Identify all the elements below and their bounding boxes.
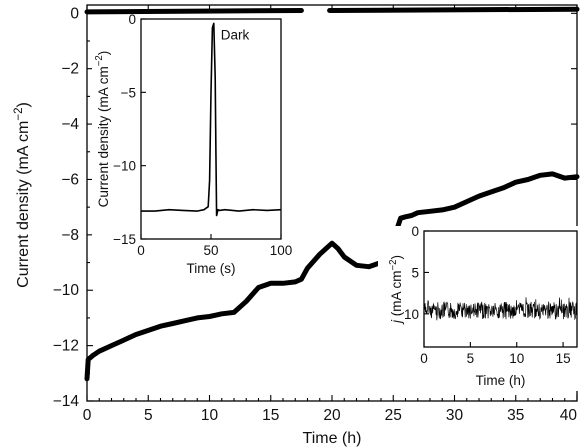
main-series-dark-segment-1 [327, 6, 580, 13]
inset-left-background [92, 15, 286, 277]
main-series-photocurrent [84, 171, 580, 382]
inset-right-y-tick-label: 5 [411, 265, 419, 280]
main-x-tick-label: 40 [560, 407, 578, 424]
main-y-tick-label: −6 [61, 171, 79, 188]
main-x-axis-label: Time (h) [303, 430, 362, 447]
inset-right-x-axis-label: Time (h) [476, 373, 526, 388]
inset-right-x-tick-label: 5 [467, 351, 475, 366]
main-x-tick-label: 35 [507, 407, 524, 424]
main-x-tick-label: 15 [262, 407, 279, 424]
inset-right-y-axis-label: j (mA cm−2) [388, 255, 404, 325]
inset-right-series [423, 297, 578, 321]
inset-left-y-axis-label: Current density (mA cm−2) [94, 51, 111, 208]
main-y-tick-label: −4 [61, 116, 79, 133]
inset-right-frame [423, 230, 578, 348]
inset-right-y-tick-label: 10 [404, 307, 419, 322]
main-x-tick-label: 30 [446, 407, 464, 424]
main-y-tick-label: 0 [70, 5, 79, 22]
inset-right-chart: 0 5 10 15 0 5 10 Time (h) j (mA cm−2) [378, 224, 582, 391]
inset-left-y-tick-label: −10 [113, 159, 136, 174]
main-series-dark-segment-0 [84, 8, 304, 15]
inset-left-dark-annotation: Dark [221, 28, 250, 43]
main-y-tick-label: −14 [53, 393, 80, 410]
main-x-tick-label: 20 [323, 407, 341, 424]
inset-left-y-tick-label: −5 [121, 85, 136, 100]
main-x-tick-label: 10 [201, 407, 219, 424]
inset-left-x-axis-label: Time (s) [187, 261, 236, 276]
inset-left-chart: 0 50 100 0 −5 −10 −15 Time (s) Current density (… [92, 12, 292, 277]
inset-left-y-tick-label: −15 [113, 232, 136, 247]
main-chart: 0 5 10 15 20 25 30 35 40 0 −2 −4 −6 −8 −10 −12 −14 Time (… [13, 4, 580, 447]
inset-right-x-tick-label: 10 [509, 351, 524, 366]
inset-left-series [141, 22, 282, 217]
main-x-tick-label: 5 [144, 407, 153, 424]
inset-left-x-tick-label: 50 [203, 243, 218, 258]
inset-left-x-tick-label: 100 [270, 243, 293, 258]
inset-right-x-tick-label: 0 [420, 351, 428, 366]
main-x-tick-label: 0 [83, 407, 92, 424]
main-y-tick-label: −12 [53, 338, 79, 355]
main-x-tick-label: 25 [385, 407, 402, 424]
main-y-tick-label: −10 [53, 282, 80, 299]
inset-right-x-tick-label: 15 [556, 351, 571, 366]
main-y-tick-label: −2 [61, 61, 79, 78]
inset-right-y-tick-label: 0 [411, 224, 419, 239]
inset-left-x-tick-label: 0 [137, 243, 145, 258]
main-y-tick-label: −8 [61, 227, 79, 244]
inset-left-y-tick-label: 0 [128, 12, 136, 27]
main-y-axis-label: Current density (mA cm−2) [13, 102, 32, 288]
